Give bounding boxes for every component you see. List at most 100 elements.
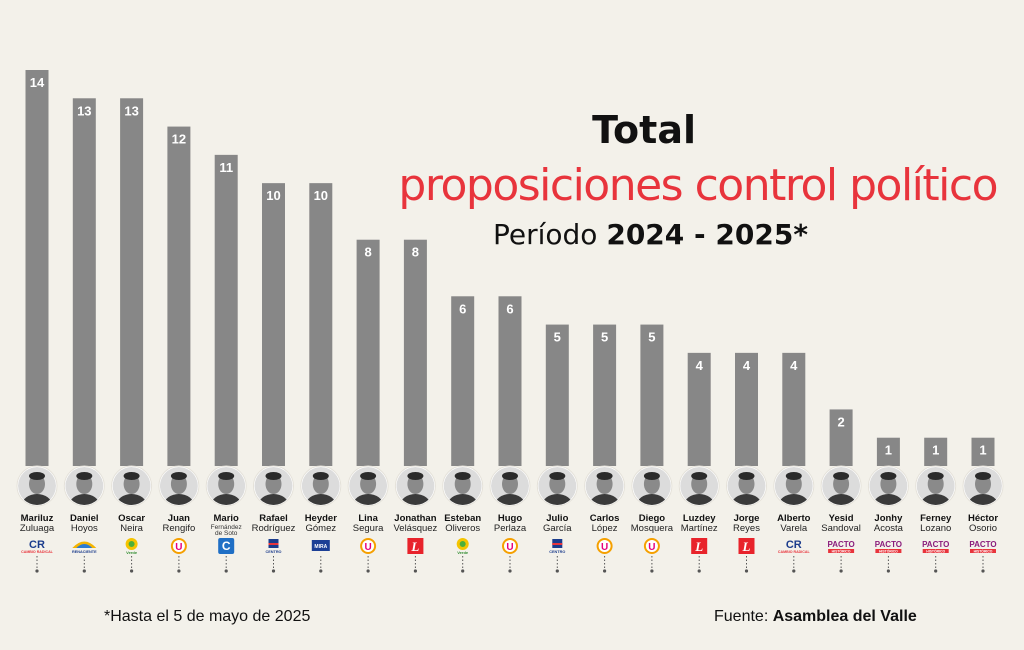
svg-text:U: U: [648, 542, 655, 553]
avatar: [301, 467, 340, 505]
person-first-name: Jonathan: [394, 513, 436, 524]
connector-dot: [82, 569, 86, 573]
bar: [498, 296, 522, 466]
person-first-name: Mario: [214, 513, 240, 524]
avatar: [491, 467, 529, 505]
alianza-verde-logo: Verde: [125, 538, 138, 555]
bar: [309, 183, 333, 466]
person-last-name-cont: de Soto: [215, 530, 238, 537]
person-last-name: Martínez: [681, 523, 718, 534]
person-first-name: Esteban: [444, 513, 481, 524]
bar-value-label: 4: [696, 358, 704, 373]
period-label: Período 2024 - 2025*: [493, 218, 808, 251]
connector-dot: [177, 569, 181, 573]
bar-value-label: 1: [885, 443, 892, 458]
avatar: [65, 467, 104, 505]
bar: [25, 70, 49, 466]
svg-text:PACTO: PACTO: [922, 540, 949, 549]
liberal-logo: L: [691, 538, 708, 554]
connector-dot: [35, 569, 39, 573]
avatar: [916, 467, 955, 505]
avatar: [538, 467, 577, 505]
avatar: [869, 467, 908, 505]
connector-dot: [934, 569, 938, 573]
person-last-name: Zuluaga: [20, 523, 55, 534]
bar: [451, 296, 475, 466]
svg-text:CENTRO: CENTRO: [265, 550, 281, 554]
svg-text:Verde: Verde: [457, 550, 469, 555]
bar-value-label: 6: [506, 301, 513, 316]
footnote: *Hasta el 5 de mayo de 2025: [104, 608, 311, 625]
svg-text:MIRA: MIRA: [314, 544, 327, 550]
svg-text:HISTÓRICO: HISTÓRICO: [832, 548, 851, 553]
bar: [687, 352, 711, 466]
conservador-logo: C: [218, 538, 235, 554]
bar-value-label: 13: [124, 103, 138, 118]
person-first-name: Lina: [358, 513, 378, 524]
avatar: [964, 467, 1002, 505]
svg-text:CAMBIO RADICAL: CAMBIO RADICAL: [21, 550, 54, 554]
bar-value-label: 4: [743, 358, 751, 373]
bar-value-label: 1: [932, 443, 939, 458]
connector-dot: [224, 569, 228, 573]
bar: [640, 324, 664, 466]
svg-text:C: C: [222, 539, 231, 553]
period-prefix: Período: [493, 218, 607, 251]
svg-text:U: U: [364, 542, 371, 553]
connector-dot: [413, 569, 417, 573]
bar: [214, 154, 238, 466]
bar-value-label: 8: [412, 245, 419, 260]
bar-value-label: 6: [459, 301, 466, 316]
title-line1: Total: [592, 108, 696, 152]
bar: [72, 98, 96, 467]
person-first-name: Alberto: [777, 513, 810, 524]
connector-dot: [130, 569, 134, 573]
source-label: Fuente:: [714, 608, 773, 625]
connector-dot: [981, 569, 985, 573]
renaciente-logo: RENACIENTE: [72, 541, 97, 554]
connector-dot: [508, 569, 512, 573]
person-last-name: Varela: [780, 523, 807, 534]
bar: [876, 437, 900, 466]
bar: [356, 239, 380, 466]
svg-text:U: U: [175, 542, 182, 553]
person-first-name: Jonhy: [874, 513, 903, 524]
avatar: [585, 467, 624, 505]
bar-value-label: 5: [554, 330, 561, 345]
mira-logo: MIRA: [311, 540, 330, 551]
person-last-name: Velásquez: [393, 523, 437, 534]
bar: [782, 352, 806, 466]
avatar: [254, 467, 293, 505]
period-value: 2024 - 2025*: [606, 218, 808, 251]
svg-text:L: L: [694, 539, 703, 554]
avatar: [632, 467, 671, 505]
person-last-name: García: [543, 523, 572, 534]
centro-democratico-logo: CENTRO: [265, 539, 282, 554]
avatar: [727, 467, 766, 505]
person-last-name: Acosta: [874, 523, 904, 534]
bar-value-label: 14: [30, 75, 45, 90]
bar-value-label: 13: [77, 103, 91, 118]
person-last-name: López: [592, 523, 618, 534]
avatar: [18, 467, 56, 505]
connector-dot: [886, 569, 891, 573]
bar: [262, 183, 285, 466]
liberal-logo: L: [738, 538, 755, 554]
person-last-name: Gómez: [305, 523, 336, 534]
person-first-name: Oscar: [118, 513, 145, 524]
person-last-name: Rengifo: [163, 523, 196, 534]
svg-text:PACTO: PACTO: [875, 540, 902, 549]
person-last-name: Hoyos: [71, 523, 98, 534]
person-first-name: Luzdey: [683, 513, 716, 524]
person-last-name: Oliveros: [445, 523, 480, 534]
source-value: Asamblea del Valle: [772, 608, 917, 625]
bar: [593, 324, 617, 466]
svg-text:RENACIENTE: RENACIENTE: [72, 550, 97, 554]
bar: [545, 324, 569, 466]
connector-dot: [792, 569, 796, 573]
person-last-name: Lozano: [920, 523, 951, 534]
svg-text:HISTÓRICO: HISTÓRICO: [974, 548, 993, 553]
